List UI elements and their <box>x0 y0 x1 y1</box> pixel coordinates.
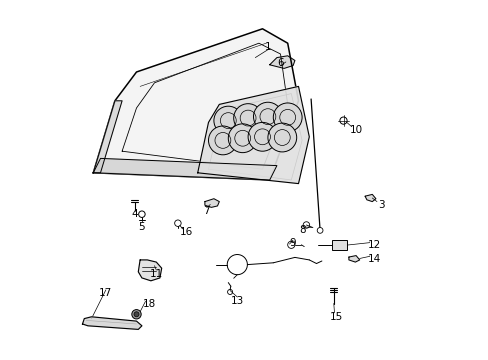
Text: 8: 8 <box>298 225 305 235</box>
Circle shape <box>139 211 145 217</box>
Polygon shape <box>93 101 122 173</box>
Polygon shape <box>138 260 162 281</box>
Polygon shape <box>348 256 359 262</box>
Text: 15: 15 <box>329 312 342 322</box>
Polygon shape <box>82 317 142 329</box>
Text: 2: 2 <box>266 134 272 144</box>
Circle shape <box>267 123 296 152</box>
Circle shape <box>208 126 237 155</box>
Text: 13: 13 <box>230 296 244 306</box>
Circle shape <box>233 104 262 132</box>
Polygon shape <box>197 86 309 184</box>
Polygon shape <box>93 158 276 180</box>
Text: 5: 5 <box>138 222 145 232</box>
Polygon shape <box>269 56 294 68</box>
Circle shape <box>247 122 276 151</box>
Text: 18: 18 <box>142 299 155 309</box>
Circle shape <box>253 102 282 131</box>
Text: 6: 6 <box>277 58 283 68</box>
Polygon shape <box>204 199 219 207</box>
Circle shape <box>317 228 322 233</box>
Text: 4: 4 <box>131 209 138 219</box>
Circle shape <box>132 310 141 319</box>
Text: 11: 11 <box>149 269 163 279</box>
Text: 7: 7 <box>203 206 209 216</box>
Circle shape <box>213 106 242 135</box>
Circle shape <box>134 312 139 317</box>
Text: 3: 3 <box>377 200 384 210</box>
Text: 16: 16 <box>180 227 193 237</box>
Text: 14: 14 <box>366 254 380 264</box>
FancyBboxPatch shape <box>331 240 346 250</box>
Text: 1: 1 <box>264 42 271 52</box>
Text: 10: 10 <box>349 125 362 135</box>
Text: 12: 12 <box>366 240 380 250</box>
Circle shape <box>228 124 257 153</box>
Polygon shape <box>93 29 298 180</box>
Text: 17: 17 <box>99 288 112 298</box>
Circle shape <box>273 103 302 132</box>
Text: 9: 9 <box>289 238 296 248</box>
Polygon shape <box>365 194 375 202</box>
